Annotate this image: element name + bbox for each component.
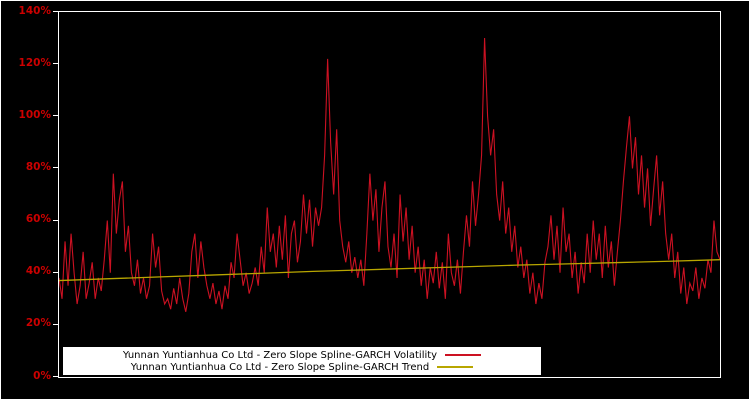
y-tick-label: 40% <box>25 265 51 278</box>
legend-label-volatility: Yunnan Yuntianhua Co Ltd - Zero Slope Sp… <box>122 349 438 361</box>
y-tick-mark <box>53 219 58 221</box>
y-tick-mark <box>53 167 58 169</box>
y-tick-mark <box>53 271 58 273</box>
legend-line-sample-trend <box>437 366 474 368</box>
y-tick-mark <box>53 115 58 117</box>
series-line-1 <box>59 259 720 282</box>
y-tick-label: 100% <box>18 108 51 121</box>
y-tick-label: 0% <box>33 369 51 382</box>
legend-item-volatility: Yunnan Yuntianhua Co Ltd - Zero Slope Sp… <box>63 349 541 361</box>
legend-label-trend: Yunnan Yuntianhua Co Ltd - Zero Slope Sp… <box>130 361 430 373</box>
y-tick-mark <box>53 376 58 377</box>
legend: Yunnan Yuntianhua Co Ltd - Zero Slope Sp… <box>63 347 541 375</box>
plot-area: Yunnan Yuntianhua Co Ltd - Zero Slope Sp… <box>58 11 721 378</box>
y-tick-label: 80% <box>25 160 51 173</box>
chart-lines <box>59 38 720 312</box>
y-tick-mark <box>53 63 58 65</box>
y-tick-mark <box>53 323 58 325</box>
y-tick-mark <box>53 11 58 12</box>
legend-line-sample-volatility <box>445 354 482 356</box>
y-tick-label: 120% <box>18 56 51 69</box>
y-tick-label: 140% <box>18 4 51 17</box>
series-line-0 <box>59 38 720 312</box>
y-tick-label: 20% <box>25 317 51 330</box>
legend-item-trend: Yunnan Yuntianhua Co Ltd - Zero Slope Sp… <box>63 361 541 373</box>
y-tick-label: 60% <box>25 213 51 226</box>
